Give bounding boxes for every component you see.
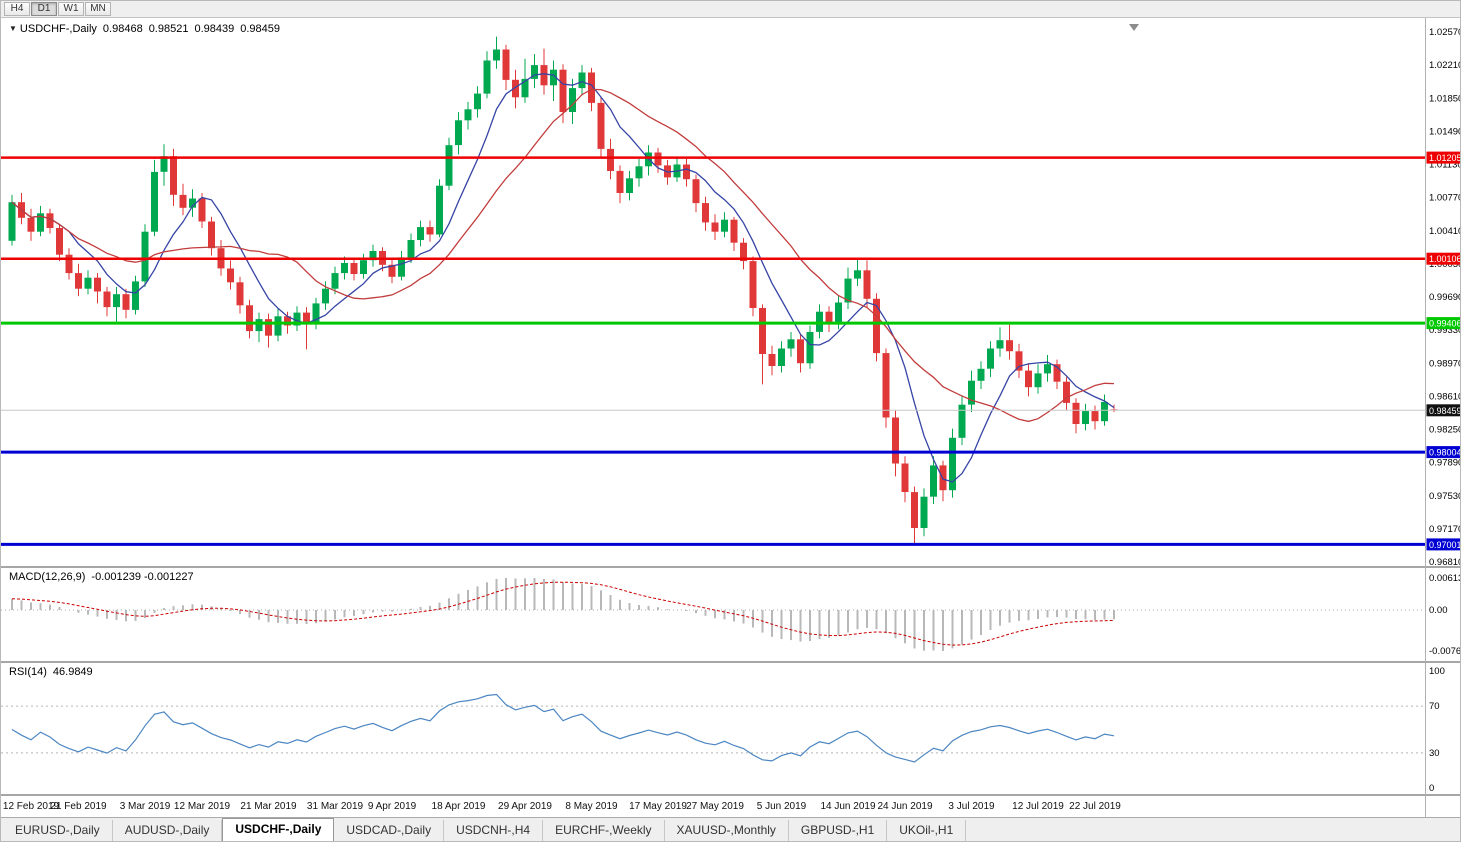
rsi-line [11, 693, 1115, 763]
ma-fast-line [11, 73, 1115, 483]
price-level-badge: 0.98004 [1426, 446, 1461, 459]
svg-text:70: 70 [1429, 701, 1440, 712]
svg-text:0.97890: 0.97890 [1429, 458, 1461, 469]
tab-usdchf-daily[interactable]: USDCHF-,Daily [222, 818, 335, 841]
tab-gbpusd-h1[interactable]: GBPUSD-,H1 [789, 820, 888, 841]
tab-label: EURUSD-,Daily [15, 823, 100, 837]
svg-text:1.01490: 1.01490 [1429, 126, 1461, 137]
time-axis-label: 12 Feb 2019 [3, 801, 60, 812]
timeframe-toolbar: H4 D1 W1 MN [1, 1, 1460, 18]
price-level-badge: 1.01205 [1426, 151, 1461, 164]
rsi-axis[interactable]: 100 70 30 0 [1429, 666, 1445, 794]
tab-label: USDCNH-,H4 [456, 823, 531, 837]
svg-text:1.02570: 1.02570 [1429, 27, 1461, 38]
svg-text:0.99690: 0.99690 [1429, 292, 1461, 303]
time-axis-label: 12 Jul 2019 [1012, 801, 1064, 812]
svg-text:0.96810: 0.96810 [1429, 557, 1461, 568]
svg-text:0.98004: 0.98004 [1429, 448, 1461, 458]
timeframe-button-mn[interactable]: MN [85, 2, 111, 16]
tab-label: UKOil-,H1 [899, 823, 954, 837]
current-price-badge: 0.98459 [1426, 404, 1461, 417]
svg-text:0.98459: 0.98459 [1429, 406, 1461, 416]
time-axis-label: 8 May 2019 [565, 801, 618, 812]
tab-eurchf-weekly[interactable]: EURCHF-,Weekly [543, 820, 665, 841]
chart-tab-bar: EURUSD-,Daily AUDUSD-,Daily USDCHF-,Daily U… [1, 817, 1460, 841]
svg-text:0.97001: 0.97001 [1429, 540, 1461, 550]
svg-text:0.00: 0.00 [1429, 605, 1448, 616]
tab-label: USDCHF-,Daily [235, 822, 322, 836]
svg-text:1.00410: 1.00410 [1429, 226, 1461, 237]
svg-text:0.99330: 0.99330 [1429, 325, 1461, 336]
svg-text:1.00106: 1.00106 [1429, 254, 1461, 264]
svg-text:0.98610: 0.98610 [1429, 391, 1461, 402]
tab-ukoil-h1[interactable]: UKOil-,H1 [887, 820, 967, 841]
svg-text:1.02210: 1.02210 [1429, 60, 1461, 71]
time-axis-label: 29 Apr 2019 [498, 801, 552, 812]
time-axis-label: 5 Jun 2019 [757, 801, 807, 812]
svg-text:0.00613: 0.00613 [1429, 573, 1461, 584]
time-axis-label: 3 Mar 2019 [120, 801, 171, 812]
svg-text:0: 0 [1429, 783, 1434, 794]
time-axis-label: 17 May 2019 [629, 801, 687, 812]
time-axis-label: 3 Jul 2019 [948, 801, 995, 812]
svg-text:30: 30 [1429, 748, 1440, 759]
tab-audusd-daily[interactable]: AUDUSD-,Daily [113, 820, 223, 841]
svg-text:0.99406: 0.99406 [1429, 319, 1461, 329]
svg-text:0.98250: 0.98250 [1429, 425, 1461, 436]
tab-usdcnh-h4[interactable]: USDCNH-,H4 [444, 820, 544, 841]
time-axis-label: 14 Jun 2019 [820, 801, 875, 812]
time-axis-label: 18 Apr 2019 [432, 801, 486, 812]
svg-text:0.98970: 0.98970 [1429, 358, 1461, 369]
svg-text:1.00770: 1.00770 [1429, 193, 1461, 204]
price-axis[interactable]: 1.02570 1.02210 1.01850 1.01490 1.01130 1.007… [1429, 27, 1461, 568]
tab-eurusd-daily[interactable]: EURUSD-,Daily [3, 820, 113, 841]
macd-histogram [11, 578, 1115, 651]
price-level-badge: 0.99406 [1426, 317, 1461, 330]
svg-text:1.01130: 1.01130 [1429, 160, 1461, 171]
price-level-badge: 1.00106 [1426, 252, 1461, 265]
tab-label: EURCHF-,Weekly [555, 823, 652, 837]
tab-label: GBPUSD-,H1 [800, 823, 875, 837]
tab-label: AUDUSD-,Daily [124, 823, 210, 837]
time-axis-label: 21 Feb 2019 [50, 801, 107, 812]
tab-label: USDCAD-,Daily [346, 823, 432, 837]
time-axis-label: 27 May 2019 [686, 801, 744, 812]
macd-signal-line [11, 581, 1115, 646]
svg-text:0.97170: 0.97170 [1429, 524, 1461, 535]
price-level-badge: 0.97001 [1426, 538, 1461, 551]
timeframe-button-h4[interactable]: H4 [4, 2, 30, 16]
svg-text:100: 100 [1429, 666, 1445, 677]
timeframe-button-d1[interactable]: D1 [31, 2, 57, 16]
time-axis-label: 22 Jul 2019 [1069, 801, 1121, 812]
price-chart-canvas[interactable]: 1.02570 1.02210 1.01850 1.01490 1.01130 1.007… [1, 18, 1461, 819]
ma-slow-line [11, 88, 1115, 423]
tab-label: XAUUSD-,Monthly [676, 823, 776, 837]
time-axis-label: 21 Mar 2019 [240, 801, 297, 812]
timeframe-button-w1[interactable]: W1 [58, 2, 84, 16]
tab-xauusd-monthly[interactable]: XAUUSD-,Monthly [665, 820, 789, 841]
svg-text:0.97530: 0.97530 [1429, 491, 1461, 502]
time-axis-label: 12 Mar 2019 [174, 801, 231, 812]
tab-usdcad-daily[interactable]: USDCAD-,Daily [334, 820, 445, 841]
time-axis-label: 9 Apr 2019 [368, 801, 417, 812]
svg-text:1.01850: 1.01850 [1429, 93, 1461, 104]
chart-shift-marker[interactable] [1129, 24, 1139, 31]
time-axis-label: 31 Mar 2019 [307, 801, 364, 812]
time-axis-label: 24 Jun 2019 [877, 801, 932, 812]
svg-text:1.01205: 1.01205 [1429, 153, 1461, 163]
